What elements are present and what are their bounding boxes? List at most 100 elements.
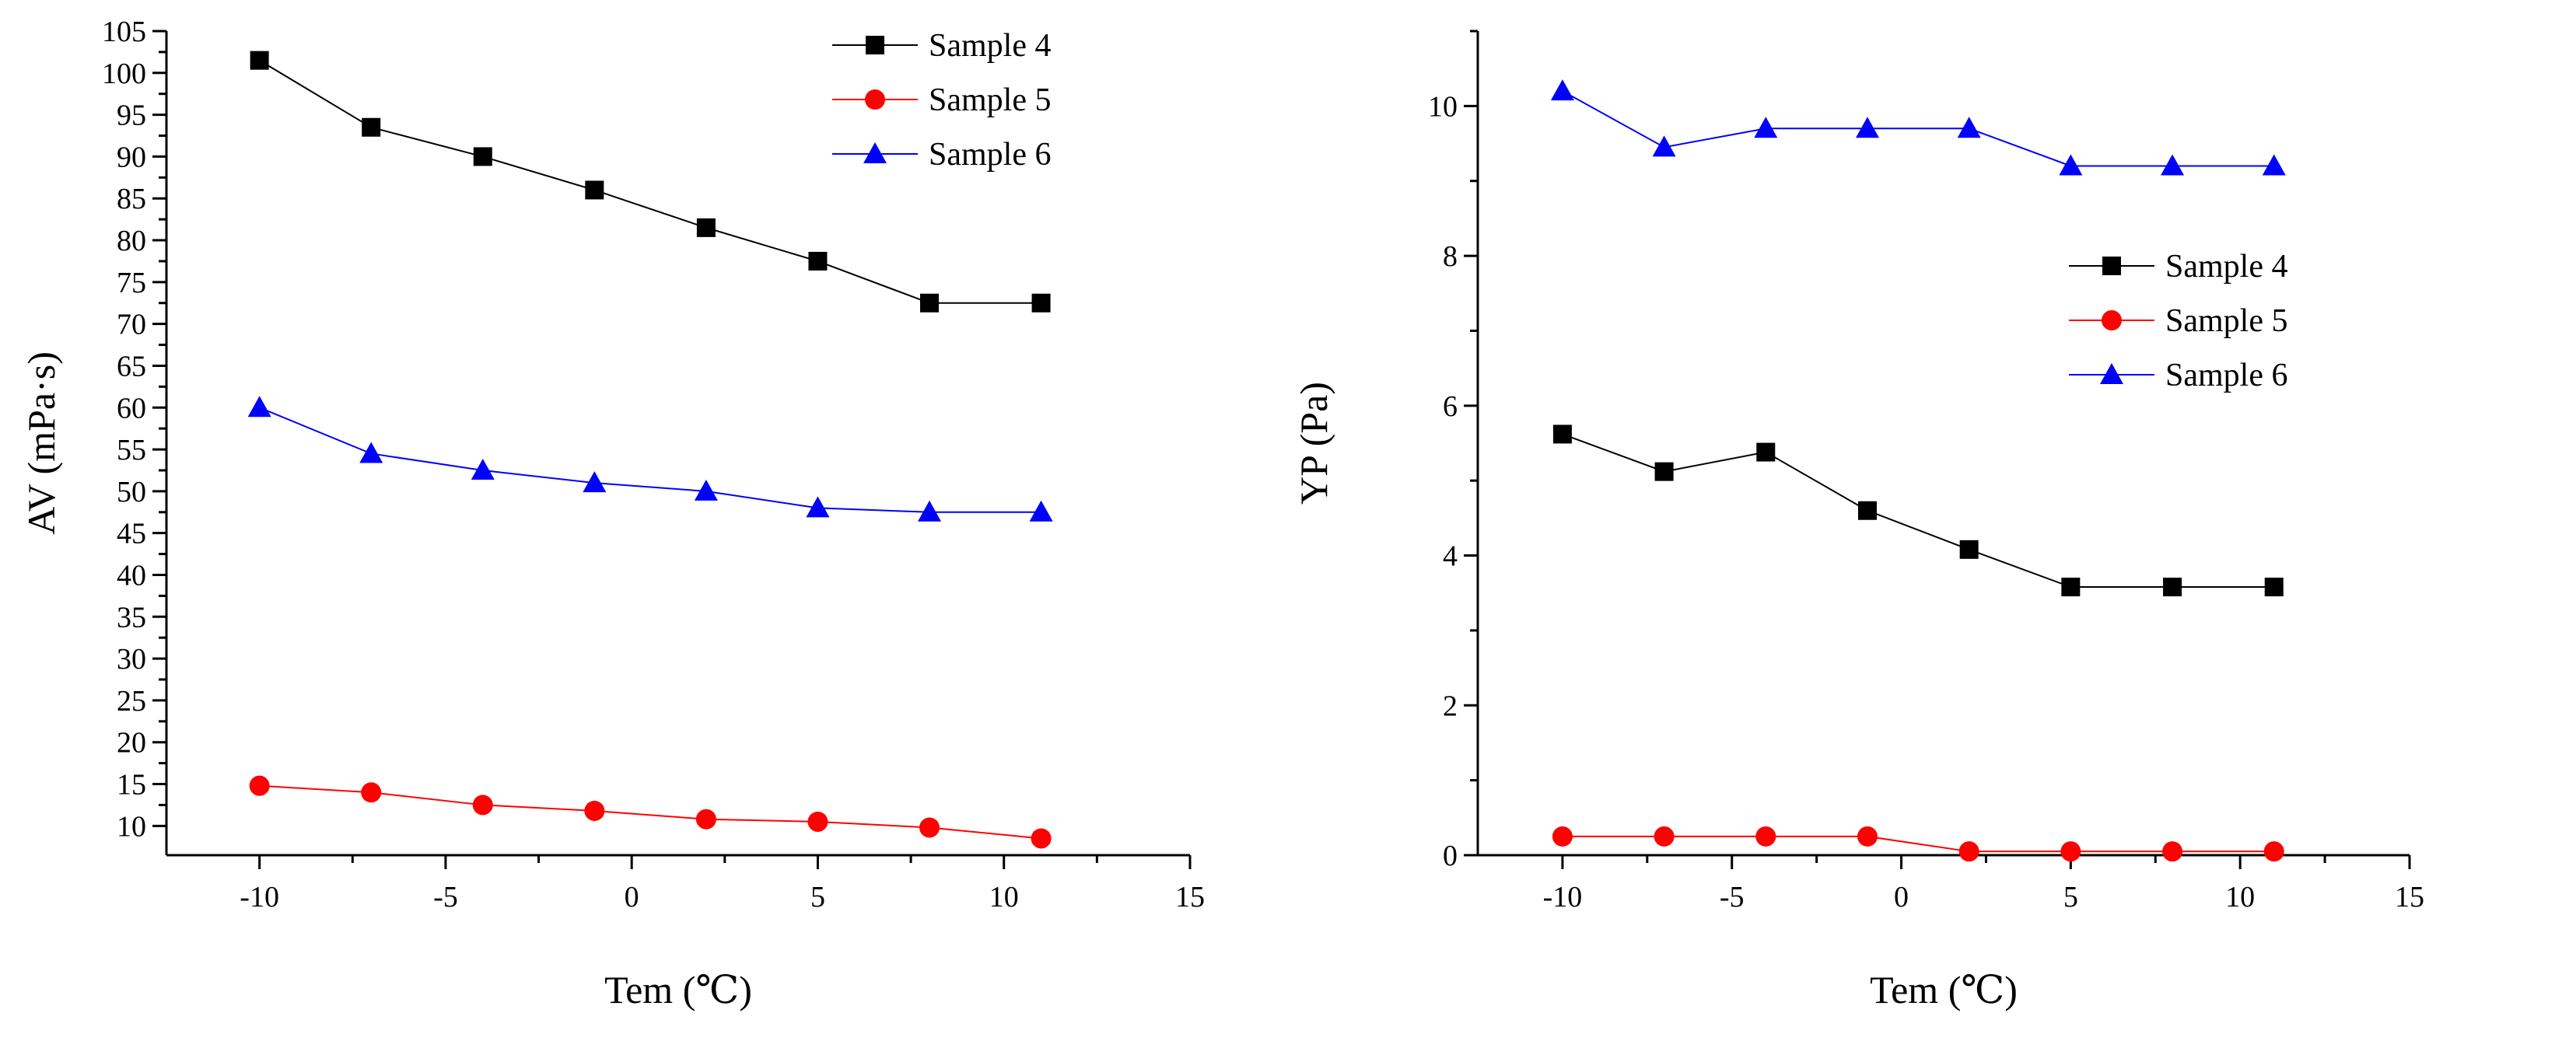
y-tick-label: 25 bbox=[117, 685, 146, 718]
legend-label: Sample 4 bbox=[929, 28, 1051, 64]
y-tick-label: 90 bbox=[117, 141, 146, 173]
series-line bbox=[1562, 835, 2274, 853]
data-point bbox=[1755, 826, 1776, 847]
data-point bbox=[471, 458, 495, 480]
data-point bbox=[1855, 117, 1879, 138]
y-tick-label: 100 bbox=[102, 58, 146, 90]
legend-marker bbox=[865, 89, 885, 110]
y-tick-label: 30 bbox=[117, 643, 146, 676]
x-tick-label: -10 bbox=[1543, 881, 1583, 914]
y-tick-label: 0 bbox=[1443, 840, 1458, 872]
y-tick-label: 6 bbox=[1443, 390, 1458, 423]
data-point bbox=[472, 795, 493, 816]
legend-marker bbox=[863, 142, 887, 163]
y-tick-label: 40 bbox=[117, 559, 146, 592]
legend-marker bbox=[2100, 363, 2123, 384]
x-tick-label: 15 bbox=[1175, 881, 1205, 914]
data-point bbox=[1959, 540, 1979, 559]
y-tick-label: 95 bbox=[117, 100, 146, 132]
data-point bbox=[694, 479, 718, 501]
series-line bbox=[1562, 90, 2274, 167]
y-tick-label: 105 bbox=[102, 16, 146, 48]
data-point bbox=[808, 251, 828, 271]
data-point bbox=[2161, 154, 2185, 176]
y-axis-title: YP (Pa) bbox=[1292, 382, 1335, 505]
data-point bbox=[1029, 500, 1053, 522]
x-axis-title: Tem (℃) bbox=[1870, 968, 2018, 1011]
data-point bbox=[585, 180, 604, 200]
legend-label: Sample 5 bbox=[929, 82, 1051, 118]
x-tick-label: 10 bbox=[2225, 881, 2255, 914]
data-point bbox=[920, 293, 940, 313]
data-point bbox=[250, 51, 269, 70]
x-tick-label: 0 bbox=[625, 881, 639, 914]
data-point bbox=[359, 442, 383, 463]
data-point bbox=[1550, 79, 1574, 101]
data-point bbox=[806, 496, 830, 518]
y-axis-title: AV (mPa·s) bbox=[19, 351, 63, 535]
y-tick-label: 75 bbox=[117, 267, 146, 299]
y-tick-label: 20 bbox=[117, 727, 146, 760]
data-point bbox=[695, 809, 716, 830]
data-point bbox=[1654, 826, 1675, 847]
data-point bbox=[1857, 501, 1877, 520]
data-point bbox=[1857, 826, 1878, 847]
data-point bbox=[249, 775, 270, 796]
data-point bbox=[473, 147, 492, 166]
y-tick-label: 35 bbox=[117, 601, 146, 634]
legend-label: Sample 5 bbox=[2165, 303, 2287, 339]
y-tick-label: 45 bbox=[117, 518, 146, 550]
y-tick-label: 10 bbox=[1428, 90, 1458, 123]
data-point bbox=[2262, 154, 2286, 176]
data-point bbox=[1652, 135, 1676, 157]
series-line bbox=[1562, 433, 2274, 589]
y-tick-label: 55 bbox=[117, 434, 146, 466]
x-tick-label: 15 bbox=[2395, 881, 2424, 914]
data-point bbox=[2059, 154, 2083, 176]
av-chart: -10 -5 0 5 10 15 10 15 20 25 30 35 40 45 50 55 60 65 70 75 8… bbox=[19, 16, 1205, 1011]
series-line bbox=[259, 59, 1041, 304]
data-point bbox=[1654, 462, 1674, 481]
legend-label: Sample 6 bbox=[929, 137, 1051, 173]
y-tick-label: 15 bbox=[117, 769, 146, 802]
y-tick-label: 8 bbox=[1443, 240, 1458, 273]
data-point bbox=[1957, 117, 1981, 138]
data-point bbox=[247, 396, 271, 417]
x-tick-label: 10 bbox=[989, 881, 1019, 914]
data-point bbox=[918, 500, 942, 522]
data-point bbox=[361, 782, 382, 803]
y-tick-label: 80 bbox=[117, 225, 146, 257]
y-tick-label: 85 bbox=[117, 183, 146, 215]
x-tick-label: -5 bbox=[1720, 881, 1745, 914]
legend-marker bbox=[866, 36, 884, 54]
legend-label: Sample 6 bbox=[2165, 358, 2287, 393]
y-tick-label: 70 bbox=[117, 309, 146, 341]
data-point bbox=[807, 811, 828, 832]
data-point bbox=[362, 117, 381, 137]
x-tick-label: 5 bbox=[810, 881, 825, 914]
data-point bbox=[1552, 826, 1573, 847]
legend-marker bbox=[2102, 310, 2122, 330]
legend-label: Sample 4 bbox=[2165, 249, 2287, 285]
yp-chart: -10 -5 0 5 10 15 0 2 4 6 8 10 Tem (℃) YP (Pa) Sample 4… bbox=[1292, 30, 2424, 1011]
data-point bbox=[1031, 828, 1052, 849]
x-tick-label: -10 bbox=[240, 881, 279, 914]
data-point bbox=[1958, 841, 1979, 862]
data-point bbox=[696, 218, 716, 237]
y-tick-label: 10 bbox=[117, 810, 146, 843]
series-line bbox=[259, 784, 1041, 840]
data-point bbox=[2061, 578, 2081, 597]
x-axis-title: Tem (℃) bbox=[604, 968, 752, 1011]
y-tick-label: 60 bbox=[117, 392, 146, 424]
data-point bbox=[2060, 841, 2081, 862]
data-point bbox=[2163, 578, 2182, 597]
data-point bbox=[584, 800, 605, 821]
y-tick-label: 2 bbox=[1443, 690, 1458, 722]
data-point bbox=[2162, 841, 2183, 862]
y-tick-label: 50 bbox=[117, 476, 146, 508]
data-point bbox=[919, 817, 940, 838]
y-tick-label: 65 bbox=[117, 350, 146, 383]
y-tick-label: 4 bbox=[1443, 540, 1458, 573]
x-tick-label: -5 bbox=[433, 881, 458, 914]
